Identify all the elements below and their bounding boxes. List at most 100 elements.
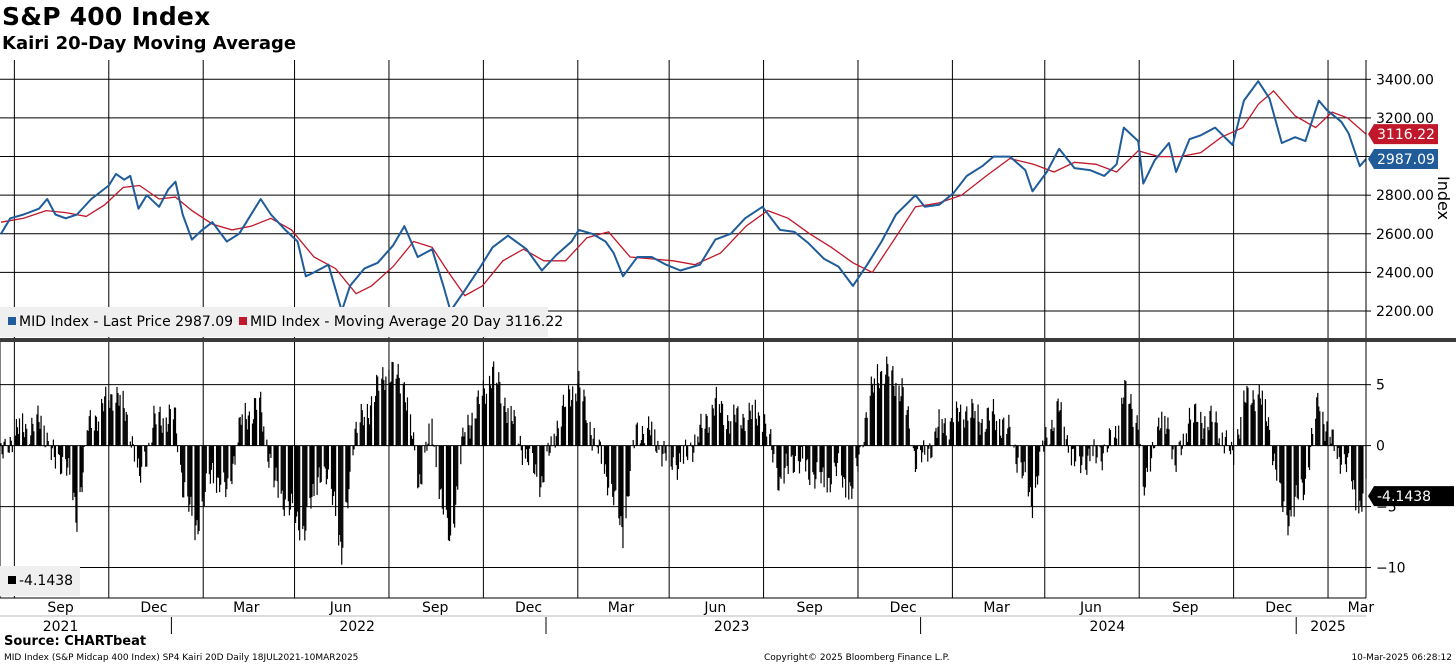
kairi-bar <box>499 381 501 446</box>
kairi-bar <box>88 416 90 446</box>
kairi-bar <box>722 425 725 446</box>
kairi-bar <box>557 428 559 446</box>
kairi-bar <box>1317 392 1319 446</box>
kairi-bar <box>912 445 915 449</box>
kairi-bar <box>1045 426 1047 446</box>
kairi-bar <box>622 445 624 549</box>
kairi-bar <box>575 393 577 446</box>
kairi-bar <box>126 414 128 446</box>
kairi-bar <box>884 383 886 446</box>
kairi-bar <box>105 386 107 446</box>
kairi-bar <box>341 445 343 565</box>
kairi-bar <box>158 411 160 446</box>
kairi-bar <box>981 419 983 446</box>
kairi-bar <box>736 408 738 446</box>
kairi-bar <box>303 445 305 526</box>
kairi-bar <box>971 398 973 446</box>
kairi-bar <box>769 434 771 446</box>
kairi-bar <box>992 398 995 446</box>
kairi-bar <box>572 386 574 446</box>
kairi-bar <box>1149 445 1152 472</box>
kairi-bar <box>650 435 652 446</box>
kairi-bar <box>715 386 717 446</box>
kairi-bar <box>89 410 91 446</box>
kairi-bar <box>1257 394 1259 446</box>
kairi-bar <box>1007 428 1009 446</box>
kairi-bar <box>827 445 829 478</box>
kairi-bar <box>648 416 650 446</box>
kairi-bar <box>503 406 505 446</box>
kairi-bar <box>922 445 924 453</box>
kairi-bar <box>95 416 98 446</box>
kairi-bar <box>533 445 535 474</box>
kairi-bar <box>244 402 246 446</box>
kairi-bar <box>857 445 859 472</box>
kairi-bar <box>368 424 371 446</box>
kairi-bar <box>267 445 269 462</box>
kairi-bar <box>978 421 980 446</box>
kairi-bar <box>607 445 610 488</box>
kairi-bar <box>1326 421 1328 446</box>
kairi-bar <box>930 445 932 459</box>
kairi-bar <box>165 417 167 446</box>
kairi-bar <box>438 445 440 499</box>
kairi-bar <box>1095 445 1097 464</box>
kairi-bar <box>560 426 562 446</box>
kairi-bar <box>1287 445 1289 536</box>
kairi-bar <box>563 407 566 446</box>
kairi-bar <box>980 422 982 446</box>
kairi-bar <box>1283 445 1285 502</box>
kairi-bar <box>432 444 434 446</box>
kairi-bar <box>8 445 10 453</box>
kairi-bar <box>62 445 64 457</box>
kairi-bar <box>771 445 773 450</box>
kairi-bar <box>1197 421 1199 446</box>
kairi-bar <box>534 445 536 475</box>
kairi-bar <box>898 385 900 446</box>
kairi-bar <box>1247 387 1249 446</box>
kairi-bar <box>834 445 837 467</box>
kairi-bar <box>550 436 552 446</box>
kairi-bar <box>184 445 186 483</box>
kairi-bar <box>359 422 361 446</box>
kairi-bar <box>1116 438 1118 446</box>
kairi-bar <box>108 400 110 446</box>
kairi-bar <box>837 445 840 454</box>
kairi-bar <box>435 445 437 468</box>
kairi-bar <box>714 398 716 446</box>
kairi-bar <box>864 417 866 446</box>
kairi-bar <box>785 445 787 454</box>
kairi-bar <box>1093 439 1095 446</box>
kairi-bar <box>1307 445 1310 468</box>
kairi-bar <box>1297 445 1299 500</box>
kairi-bar <box>439 445 441 490</box>
kairi-bar <box>1358 445 1360 514</box>
kairi-tick-label: 5 <box>1376 378 1385 394</box>
kairi-bar <box>584 396 586 446</box>
x-month-label: Mar <box>608 600 635 616</box>
kairi-bar <box>1030 445 1033 507</box>
kairi-bar <box>886 356 888 446</box>
kairi-bar <box>226 445 228 490</box>
kairi-bar <box>202 445 204 498</box>
kairi-bar <box>290 445 293 494</box>
kairi-bar <box>154 413 156 446</box>
kairi-bar <box>182 445 184 498</box>
kairi-bar <box>1064 445 1066 447</box>
kairi-bar <box>181 445 183 473</box>
kairi-bar <box>1153 445 1156 448</box>
kairi-bar <box>33 431 35 446</box>
kairi-bar <box>1117 445 1119 446</box>
kairi-bar <box>1203 428 1205 446</box>
kairi-bar <box>1300 445 1302 480</box>
kairi-bar <box>643 443 646 446</box>
kairi-bar <box>1275 445 1277 470</box>
kairi-bar <box>445 445 448 510</box>
kairi-bar <box>262 431 264 446</box>
kairi-bar <box>1150 445 1153 459</box>
kairi-bar <box>1042 440 1044 446</box>
kairi-bar <box>1096 445 1098 458</box>
kairi-bar <box>1182 433 1184 446</box>
kairi-bar <box>1001 438 1003 446</box>
kairi-bar <box>1351 445 1353 482</box>
